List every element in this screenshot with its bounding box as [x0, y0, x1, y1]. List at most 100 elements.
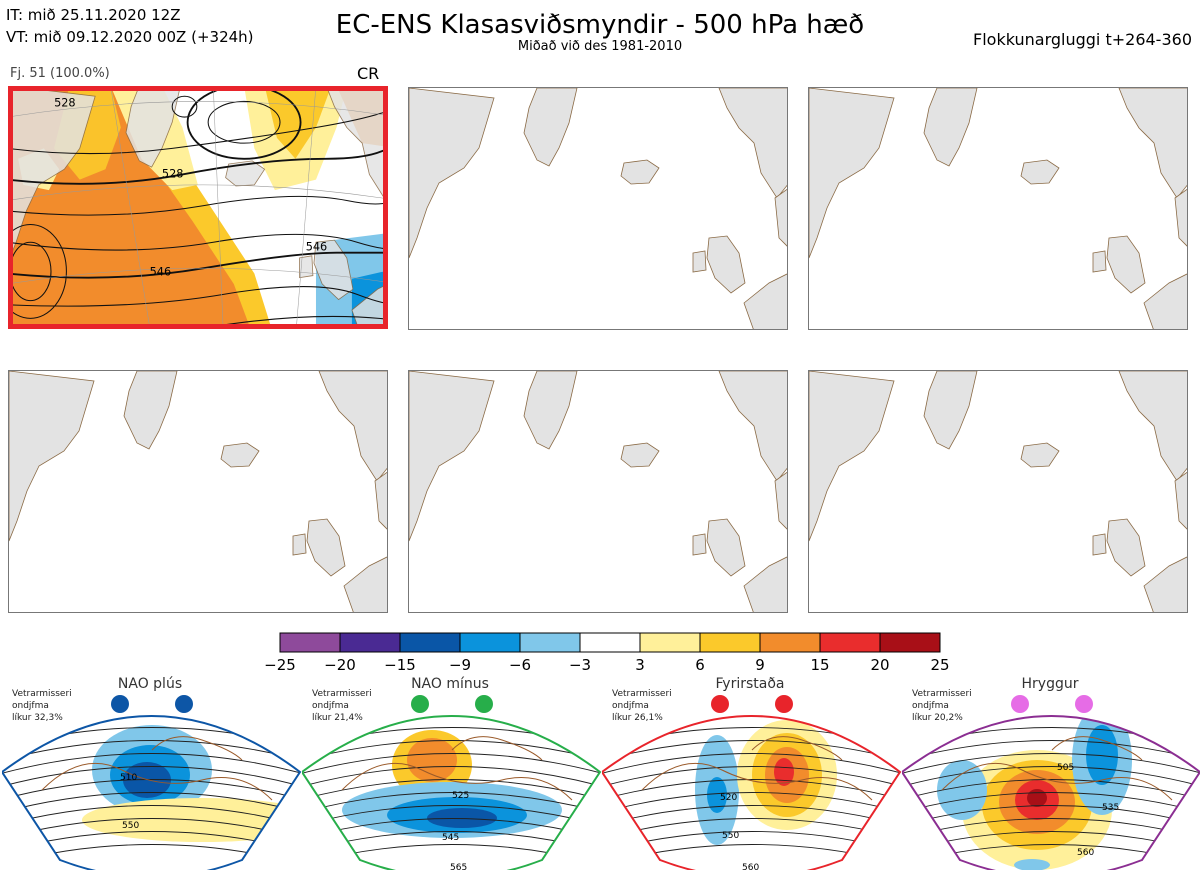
regime-marker: [175, 695, 193, 713]
regime-note: Vetrarmisseri ondjfma líkur 32,3%: [12, 689, 72, 723]
anomaly-shade: [774, 758, 794, 786]
colorbar-swatch: [519, 632, 581, 653]
anomaly-shade: [427, 808, 497, 828]
coastline: [151, 736, 243, 761]
colorbar-tick-label: −3: [568, 656, 592, 674]
height-contour: [902, 766, 1200, 790]
page-subtitle: Miðað við des 1981-2010: [517, 39, 683, 54]
contour-label: 564: [167, 323, 189, 329]
cluster-map-2[interactable]: [408, 87, 788, 330]
height-contour: [602, 792, 900, 816]
height-contour: [302, 779, 600, 803]
anomaly-shade: [407, 738, 457, 782]
contour-label: 545: [442, 833, 459, 843]
colorbar-swatch: [579, 632, 641, 653]
land-map: [809, 371, 1187, 612]
contour-label: 525: [452, 791, 469, 801]
height-contour: [602, 740, 900, 764]
colorbar-tick-label: 3: [635, 656, 645, 674]
coastline: [751, 736, 843, 761]
colorbar-tick-label: 25: [930, 656, 950, 674]
contour-label: 520: [720, 793, 737, 803]
coastline: [451, 736, 543, 761]
land-map: [809, 88, 1187, 329]
contour-label: 535: [1102, 803, 1119, 813]
land-map: [9, 371, 387, 612]
classification-window: Flokkunargluggi t+264-360: [973, 30, 1192, 49]
land-map: [409, 371, 787, 612]
colorbar-swatch: [459, 632, 521, 653]
regime-marker: [475, 695, 493, 713]
anomaly-shade: [1027, 789, 1047, 807]
height-contour: [302, 740, 600, 764]
regime-marker: [775, 695, 793, 713]
cluster-regime: CR: [357, 64, 380, 83]
coastline: [1051, 736, 1143, 761]
regime-marker: [1011, 695, 1029, 713]
contour-label: 560: [742, 863, 759, 870]
contour-label: 510: [120, 773, 137, 783]
height-contour: [302, 792, 600, 816]
regime-title: NAO mínus: [411, 676, 489, 692]
contour-label: 546: [306, 239, 328, 253]
height-contour: [2, 753, 300, 777]
run-info: IT: mið 25.11.2020 12Z VT: mið 09.12.202…: [6, 4, 254, 48]
colorbar-tick-label: −9: [448, 656, 472, 674]
cluster-map-6[interactable]: [808, 370, 1188, 613]
regime-map: 520 550 560: [602, 695, 902, 870]
height-contour: [902, 753, 1200, 777]
colorbar-tick-label: −25: [264, 656, 296, 674]
colorbar-tick-label: 15: [810, 656, 830, 674]
height-contour: [902, 740, 1200, 764]
height-contour: [902, 792, 1200, 816]
height-contour: [2, 766, 300, 790]
height-contour: [2, 740, 300, 764]
colorbar-swatch: [339, 632, 401, 653]
colorbar-tick-label: −6: [508, 656, 532, 674]
regime-marker: [711, 695, 729, 713]
regime-note: Vetrarmisseri ondjfma líkur 26,1%: [612, 689, 672, 723]
page-title: EC-ENS Klasasviðsmyndir - 500 hPa hæð: [335, 10, 865, 40]
regime-title: Fyrirstaða: [715, 676, 785, 692]
height-contour: [902, 779, 1200, 803]
colorbar-swatch: [279, 632, 341, 653]
colorbar-tick-label: −15: [384, 656, 416, 674]
valid-time: VT: mið 09.12.2020 00Z (+324h): [6, 28, 254, 46]
anomaly-shade: [707, 777, 727, 813]
regime-marker: [1075, 695, 1093, 713]
coastline: [341, 762, 573, 801]
colorbar-swatch: [759, 632, 821, 653]
contour-label: 550: [122, 821, 139, 831]
height-contour: [2, 792, 300, 816]
regime-note: Vetrarmisseri ondjfma líkur 21,4%: [312, 689, 372, 723]
contour-label: 528: [162, 166, 184, 180]
cluster-map-4[interactable]: [8, 370, 388, 613]
regime-frame: [902, 715, 1200, 870]
cluster-map-1[interactable]: 528 546 564 546 528: [8, 86, 388, 329]
colorbar-swatch: [699, 632, 761, 653]
regime-title: NAO plús: [117, 676, 183, 692]
colorbar: [279, 632, 941, 653]
coastline: [641, 762, 873, 801]
contour-label: 550: [722, 831, 739, 841]
anomaly-shade: [1014, 859, 1050, 870]
anomaly-shade: [1086, 725, 1118, 785]
cluster-label: Fj. 51 (100.0%): [10, 66, 110, 81]
colorbar-tick-label: −20: [324, 656, 356, 674]
regime-frame: [2, 715, 302, 870]
initial-time: IT: mið 25.11.2020 12Z: [6, 6, 181, 24]
land-map: [409, 88, 787, 329]
contour-label: 505: [1057, 763, 1074, 773]
regime-map: 525 545 565: [302, 695, 602, 870]
regime-title: Hryggur: [1021, 676, 1079, 692]
regime-frame: [302, 715, 602, 870]
colorbar-swatch: [879, 632, 941, 653]
colorbar-tick-label: 20: [870, 656, 890, 674]
cluster-map-5[interactable]: [408, 370, 788, 613]
anomaly-shade: [937, 760, 987, 820]
cluster-map-3[interactable]: [808, 87, 1188, 330]
regime-map: 510 550: [2, 695, 302, 870]
regime-marker: [411, 695, 429, 713]
colorbar-tick-label: 9: [755, 656, 765, 674]
height-contour: [602, 753, 900, 777]
